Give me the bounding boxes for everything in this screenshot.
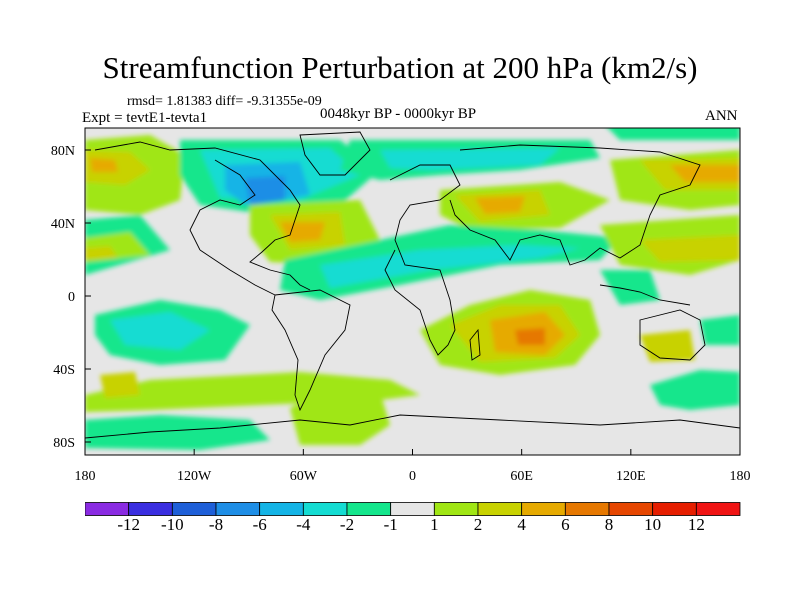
colorbar-level-label: 1 [430,515,439,534]
colorbar-swatch [259,502,304,516]
colorbar-swatch [652,502,697,516]
colorbar-swatch [171,502,217,516]
colorbar-level-label: -12 [117,515,140,534]
contour-patch [90,158,118,172]
x-tick-label: 120W [177,469,212,484]
colorbar-swatch [608,502,654,516]
colorbar-level-label: 12 [687,515,705,534]
contour-patch [608,128,740,140]
contour-patch [650,370,740,410]
axis-ticks [84,149,741,455]
y-tick-label: 40N [51,217,75,232]
colorbar-level-label: -6 [252,515,267,534]
coastline-madagascar [469,328,481,361]
y-tick-label: 80N [51,144,75,159]
contour-patch [85,150,150,185]
contour-patch [320,245,580,288]
contour-patch [85,372,420,412]
contour-patch [640,330,695,362]
coastline-north-america-inner [189,159,256,251]
contour-patch [475,196,525,214]
colorbar-level-label: -8 [208,515,224,534]
contour-patch [85,415,270,450]
x-tick-label: 0 [409,469,416,484]
season-text: ANN [705,108,738,124]
colorbar-swatch [433,502,479,516]
colorbar-swatch [477,502,523,516]
colorbar-swatch [564,502,610,516]
x-tick-label: 60E [510,469,533,484]
contour-patch [280,222,325,242]
coastline-indonesia [599,284,691,306]
contour-patch [640,235,740,262]
contour-patch [110,312,210,350]
coastlines [85,131,740,439]
coastline-antarctica [85,414,740,439]
colorbar-level-label: 2 [473,515,483,534]
coastline-greenland [299,131,371,176]
coastline-north-america [94,141,311,291]
colorbar-level-label: 10 [644,515,662,534]
period-text: 0048kyr BP - 0000kyr BP [320,106,477,122]
colorbar-swatch [695,502,741,516]
contour-patch [380,148,560,170]
colorbar-swatch [85,502,130,516]
coastline-asia [449,144,701,266]
contour-patch [515,328,545,345]
y-tick-label: 80S [53,436,75,451]
colorbar-swatch [128,502,173,516]
chart-title: Streamfunction Perturbation at 200 hPa (… [102,50,698,85]
colorbar-swatch [346,502,392,516]
colorbar [85,502,741,516]
colorbar-swatch [215,502,261,516]
contour-patch [290,388,390,445]
x-tick-label: 180 [730,469,751,484]
contour-patch [85,246,118,260]
coastline-central-america [199,249,276,296]
x-tick-label: 60W [290,469,318,484]
colorbar-level-label: -1 [383,515,398,534]
colorbar-level-label: -10 [160,515,184,534]
coastline-australia [639,309,706,361]
colorbar-level-label: 4 [517,515,526,534]
x-tick-label: 180 [75,469,96,484]
colorbar-level-label: -4 [296,515,311,534]
contour-patch [670,165,740,182]
colorbar-level-label: 8 [604,515,614,534]
y-tick-label: 40S [53,363,75,378]
axis-tick-labels: 180 120W 60W 0 60E 120E 180 80N 40N 0 40S 80S [51,144,751,484]
colorbar-level-label: 6 [561,515,570,534]
coastline-south-america [271,289,351,412]
contour-field [85,128,740,455]
coastline-africa [384,164,461,356]
colorbar-level-label: -2 [339,515,355,534]
colorbar-swatch [521,502,566,516]
colorbar-swatch [302,502,348,516]
contour-patch [245,176,285,205]
contour-patch [100,372,140,398]
colorbar-swatch [390,502,435,516]
y-tick-label: 0 [68,290,75,305]
x-tick-label: 120E [616,469,646,484]
contour-patch [700,315,740,345]
experiment-text: Expt = tevtE1-tevta1 [82,110,208,126]
contour-patch [600,270,660,305]
stats-text: rmsd= 1.81383 diff= -9.31355e-09 [127,94,322,109]
